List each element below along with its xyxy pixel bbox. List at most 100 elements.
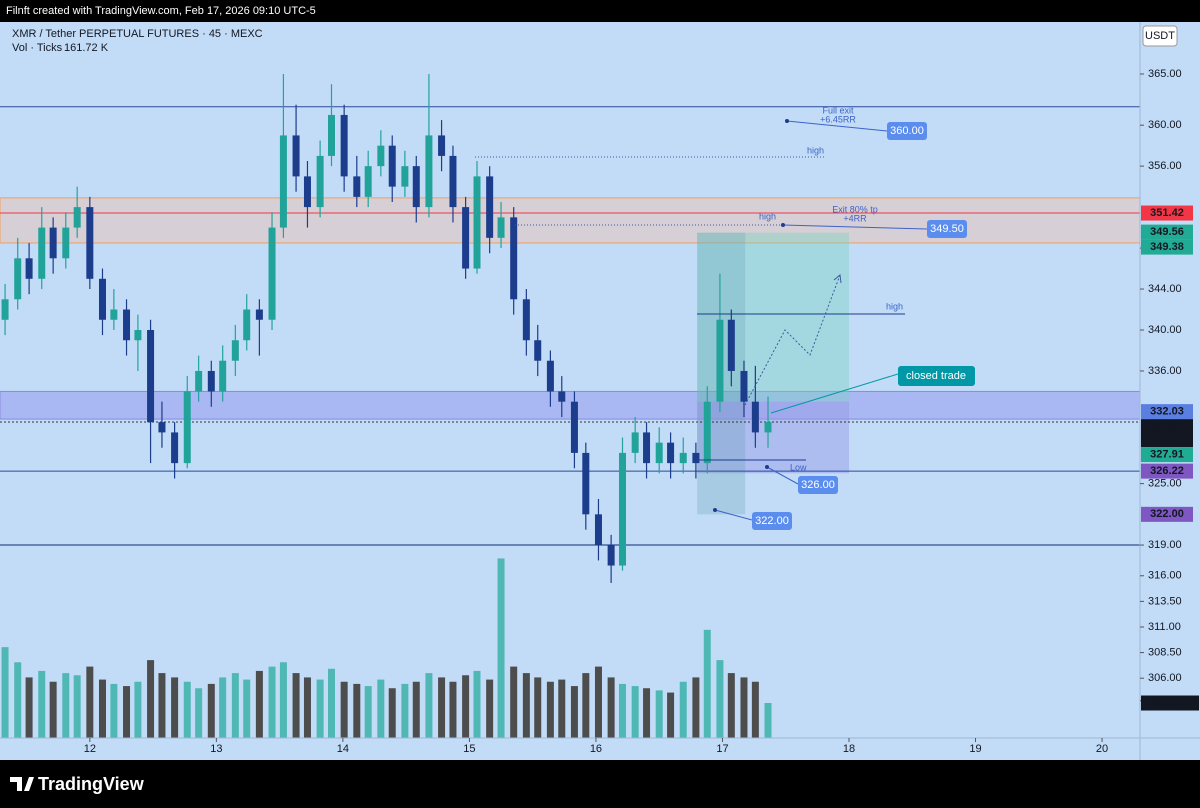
volume-bar	[134, 681, 142, 738]
volume-bar	[522, 673, 530, 738]
y-tick-label: 340.00	[1148, 324, 1182, 336]
currency[interactable]: USDT	[1145, 30, 1175, 42]
y-tick-label: 356.00	[1148, 160, 1182, 172]
note: +6.45RR	[820, 114, 856, 124]
price-tag-label: 349.38	[1150, 241, 1184, 253]
volume-bar	[425, 673, 433, 738]
volume-bar	[38, 670, 46, 738]
price-box-label: 326.00	[801, 479, 835, 491]
volume-bar	[1, 647, 9, 738]
price-tag-label: 322.00	[1150, 508, 1184, 520]
price-tag-label: 327.91	[1150, 449, 1184, 461]
volume-bar	[279, 662, 287, 738]
brand-logo	[10, 777, 34, 791]
volume-bar	[727, 673, 735, 738]
candle-body	[510, 217, 518, 300]
candle-body	[231, 340, 239, 361]
volume-bar	[462, 675, 470, 738]
candle-body	[727, 319, 735, 371]
volume-bar	[497, 558, 505, 738]
volume-bar	[268, 666, 276, 738]
volume-bar	[716, 660, 724, 738]
candle-body	[497, 217, 505, 238]
y-tick-label: 360.00	[1148, 119, 1182, 131]
connector	[766, 466, 799, 485]
currency-button[interactable]	[1142, 25, 1178, 47]
candle-body	[327, 114, 335, 156]
candle-body	[268, 227, 276, 320]
candle-body	[655, 442, 663, 464]
volume-bar	[449, 681, 457, 738]
candle-body	[110, 309, 118, 320]
candle-body	[703, 401, 711, 464]
projection-arrow	[833, 274, 842, 284]
candle-body	[171, 432, 179, 464]
volume-bar	[607, 677, 615, 738]
volume-bar	[98, 679, 106, 738]
volume-tag-label: 161.72 K	[1148, 697, 1193, 709]
candle-body	[292, 135, 300, 177]
price-box	[887, 122, 927, 140]
candle-body	[98, 278, 106, 320]
price-tag	[1141, 224, 1193, 240]
volume-bar	[183, 681, 191, 738]
low-label: Low	[790, 462, 807, 472]
candle-body	[219, 360, 227, 392]
price-tag-label: 349.56	[1150, 226, 1184, 238]
position-stop	[697, 401, 849, 474]
price-box	[798, 476, 838, 494]
note: +4RR	[843, 213, 867, 223]
candle-body	[279, 135, 287, 228]
indicator: Vol · Ticks	[12, 42, 63, 54]
candle-body	[195, 370, 203, 392]
candle-body	[1, 299, 9, 320]
candle-body	[86, 207, 94, 279]
y-tick-label: 306.00	[1148, 672, 1182, 684]
candle-body	[38, 227, 46, 279]
volume-bar	[340, 681, 348, 738]
volume-bar	[388, 688, 396, 738]
price-box	[927, 220, 967, 238]
candle-body	[619, 452, 627, 566]
candle-body	[14, 258, 22, 300]
volume-bar	[412, 681, 420, 738]
candle-body	[255, 309, 263, 320]
y-tick-label: 344.00	[1148, 283, 1182, 295]
volume-bar	[62, 673, 70, 738]
connector	[786, 120, 888, 132]
price-tag	[1141, 419, 1193, 448]
volume-bar	[643, 688, 651, 738]
volume-bar	[510, 666, 518, 738]
anchor	[713, 508, 717, 512]
candle-body	[522, 299, 530, 341]
candle-body	[73, 207, 81, 228]
volume-bar	[14, 662, 22, 738]
anchor	[781, 223, 785, 227]
candle-body	[607, 545, 615, 566]
candle-body	[183, 391, 191, 464]
high-label: high	[886, 301, 903, 311]
candle-body	[558, 391, 566, 402]
candle-body	[438, 135, 446, 156]
candle-body	[740, 370, 748, 402]
x-tick-label: 18	[843, 743, 855, 755]
price-tag	[1141, 447, 1193, 463]
candle-body	[401, 166, 409, 187]
volume-bar	[364, 686, 372, 738]
indicator-value: 161.72 K	[64, 42, 109, 54]
brand: TradingView	[38, 774, 145, 794]
candle-body	[594, 514, 602, 546]
zone	[0, 390, 1141, 420]
x-tick-label: 17	[716, 743, 728, 755]
price-tag	[1141, 404, 1193, 420]
volume-bar	[692, 677, 700, 738]
volume-bar	[401, 683, 409, 738]
volume-tag	[1141, 695, 1199, 711]
candle-body	[473, 176, 481, 269]
x-tick-label: 12	[84, 743, 96, 755]
volume-bar	[303, 677, 311, 738]
volume-bar	[171, 677, 179, 738]
anchor	[765, 465, 769, 469]
axes: 365.00360.00356.00348.00344.00340.00336.…	[84, 68, 1199, 755]
